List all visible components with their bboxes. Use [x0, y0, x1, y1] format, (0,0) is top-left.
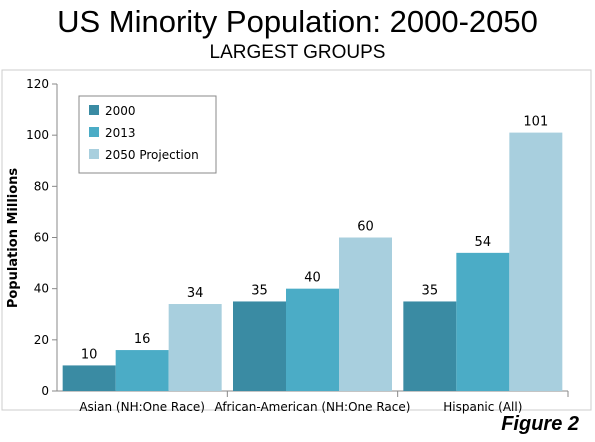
figure-label: Figure 2 [501, 413, 579, 435]
legend: 2000 2013 2050 Projection [78, 95, 217, 174]
y-tick-label: 120 [26, 77, 49, 91]
y-tick-label: 60 [34, 231, 49, 245]
legend-label: 2000 [105, 104, 136, 118]
legend-box [78, 95, 217, 174]
data-label: 10 [81, 347, 98, 362]
data-label: 35 [422, 283, 439, 298]
data-label: 34 [187, 286, 204, 301]
legend-label: 2050 Projection [105, 148, 199, 162]
bar [456, 252, 510, 391]
legend-swatch [89, 127, 99, 137]
y-tick-label: 0 [41, 384, 49, 398]
chart-frame [1, 69, 592, 411]
legend-swatch [89, 105, 99, 115]
bar [339, 237, 392, 391]
bar [509, 132, 563, 391]
y-tick-label: 100 [26, 128, 49, 142]
data-label: 101 [523, 115, 548, 130]
data-label: 54 [475, 235, 492, 250]
x-tick-label: Asian (NH:One Race) [79, 400, 205, 414]
bar [286, 288, 339, 391]
data-label: 60 [357, 220, 374, 235]
y-tick-label: 40 [34, 282, 49, 296]
bar [168, 304, 222, 391]
data-label: 16 [134, 332, 151, 347]
chart-title: US Minority Population: 2000-2050 [57, 4, 538, 39]
chart-subtitle: LARGEST GROUPS [209, 42, 386, 63]
x-tick-label: African-American (NH:One Race) [215, 400, 411, 414]
data-label: 40 [304, 271, 321, 286]
data-label: 35 [251, 283, 268, 298]
y-axis-title: Population Millions [6, 168, 21, 309]
legend-label: 2013 [105, 126, 136, 140]
plot-area: 0 20 40 60 80 100 120 Asian (NH:One Race) Africa… [26, 77, 569, 414]
y-tick-label: 80 [34, 179, 49, 193]
bar [233, 301, 286, 391]
x-tick-label: Hispanic (All) [443, 400, 522, 414]
bar [403, 301, 457, 391]
y-axis-title-group: Population Millions [6, 168, 21, 309]
bar [62, 365, 116, 391]
bar [115, 350, 169, 391]
legend-swatch [89, 149, 99, 159]
y-tick-label: 20 [34, 333, 49, 347]
